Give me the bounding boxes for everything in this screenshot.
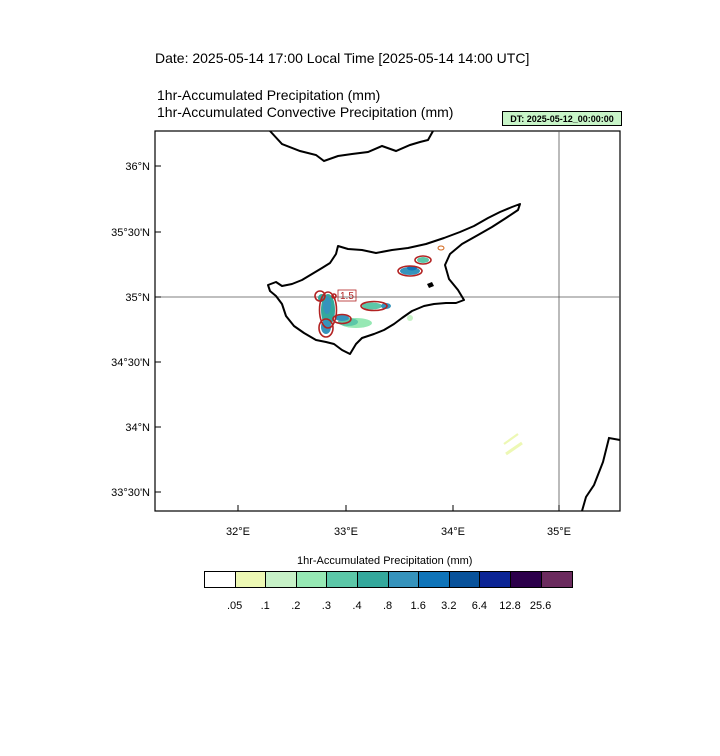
convective-contours [314,245,445,338]
lat-label-33-30n: 33°30'N [111,487,150,499]
lat-label-34-30n: 34°30'N [111,357,150,369]
colorbar-label: 12.8 [499,600,521,612]
colorbar-swatch [510,572,542,587]
lat-label-35n: 35°N [125,292,150,304]
colorbar-swatch [480,572,511,587]
colorbar-swatch [296,572,328,587]
lon-label-32e: 32°E [226,526,250,538]
colorbar-label: .2 [291,600,301,612]
lon-label-34e: 34°E [441,526,465,538]
colorbar-label: 3.2 [441,600,457,612]
colorbar-swatch [205,572,236,587]
turkey-coastline [269,130,434,163]
levant-coastline [581,436,621,512]
colorbar-label: 1.6 [410,600,426,612]
map-frame [154,130,621,512]
colorbar-label: .8 [383,600,393,612]
colorbar-swatch [449,572,481,587]
dt-badge: DT: 2025-05-12_00:00:00 [502,111,622,126]
colorbar [204,571,574,588]
islet [427,282,434,288]
lon-label-33e: 33°E [334,526,358,538]
colorbar-label: .4 [352,600,362,612]
colorbar-label: 6.4 [471,600,488,612]
lon-label-35e: 35°E [547,526,571,538]
lat-label-34n: 34°N [125,422,150,434]
cyprus-coastline [267,203,521,355]
colorbar-swatch [235,572,267,587]
colorbar-swatch [541,572,573,587]
colorbar-label: .05 [226,600,243,612]
colorbar-swatch [266,572,297,587]
colorbar-label: 25.6 [529,600,552,612]
colorbar-swatch [327,572,358,587]
colorbar-label: .1 [260,600,270,612]
contour-label-box [337,289,357,302]
colorbar-swatch [357,572,389,587]
convective-precip-subtitle: 1hr-Accumulated Convective Precipitation… [157,104,454,120]
lat-label-35-30n: 35°30'N [111,227,150,239]
date-title: Date: 2025-05-14 17:00 Local Time [2025-… [155,50,530,66]
precip-subtitle: 1hr-Accumulated Precipitation (mm) [157,87,381,103]
contour-label: 1.5 [340,291,354,302]
colorbar-swatch [388,572,420,587]
colorbar-title: 1hr-Accumulated Precipitation (mm) [297,555,473,567]
axis-ticks [155,165,560,511]
lat-label-36n: 36°N [125,161,150,173]
colorbar-label: .3 [321,600,331,612]
colorbar-swatch [419,572,450,587]
